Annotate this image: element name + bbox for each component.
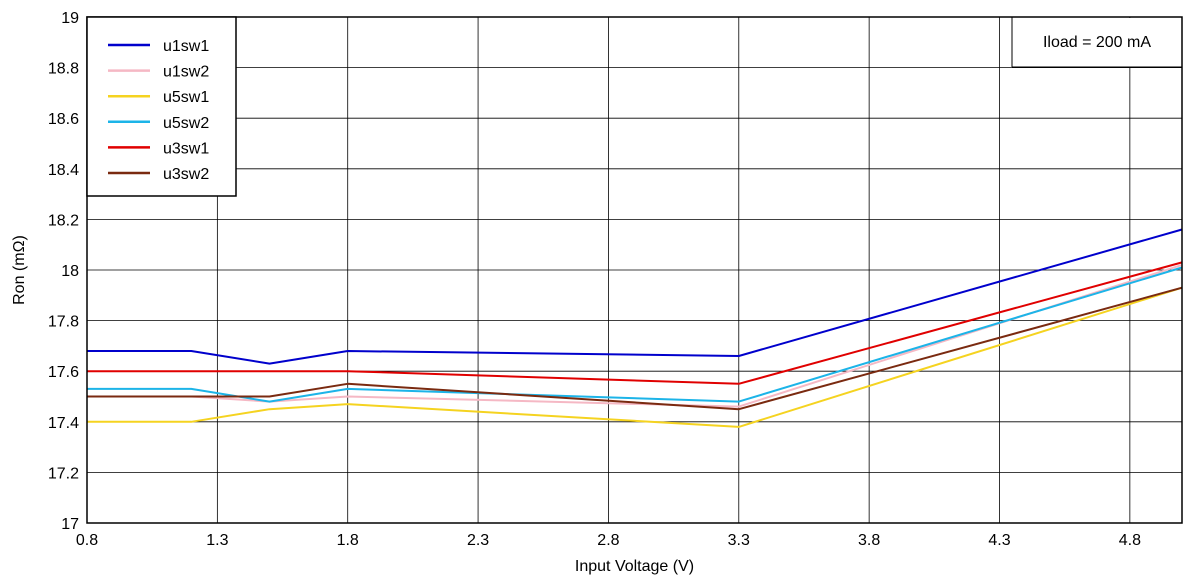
grid (86, 16, 1182, 524)
legend-label-u3sw2: u3sw2 (163, 166, 209, 183)
series-line-u1sw2 (87, 263, 1183, 408)
y-tick-label-8: 18.6 (48, 111, 79, 128)
y-tick-label-9: 18.8 (48, 61, 79, 78)
series-line-u1sw1 (87, 228, 1183, 365)
y-tick-label-2: 17.4 (48, 415, 79, 432)
y-tick-label-6: 18.2 (48, 212, 79, 229)
plot-border (86, 16, 1183, 524)
x-tick-label-0: 0.8 (76, 532, 98, 549)
legend-label-u1sw1: u1sw1 (163, 38, 209, 55)
legend-label-u5sw1: u5sw1 (163, 89, 209, 106)
x-tick-label-6: 3.8 (858, 532, 880, 549)
y-tick-label-5: 18 (61, 263, 79, 280)
x-tick-label-4: 2.8 (597, 532, 619, 549)
y-tick-label-4: 17.8 (48, 314, 79, 331)
y-tick-label-1: 17.2 (48, 465, 79, 482)
y-tick-label-7: 18.4 (48, 162, 79, 179)
x-tick-label-1: 1.3 (206, 532, 228, 549)
y-axis-title: Ron (mΩ) (11, 235, 28, 305)
y-tick-label-0: 17 (61, 516, 79, 533)
x-tick-label-5: 3.3 (728, 532, 750, 549)
y-tick-label-3: 17.6 (48, 364, 79, 381)
x-tick-label-2: 1.8 (337, 532, 359, 549)
legend-label-u5sw2: u5sw2 (163, 115, 209, 132)
x-tick-labels: 0.8 1.3 1.8 2.3 2.8 3.3 3.8 4.3 4.8 (76, 532, 1141, 549)
series-line-u5sw2 (87, 266, 1183, 403)
annotation-text: Iload = 200 mA (1043, 34, 1151, 51)
legend-box (86, 16, 237, 197)
x-tick-label-8: 4.8 (1119, 532, 1141, 549)
series-lines (87, 228, 1183, 428)
annotation-box: Iload = 200 mA (1011, 17, 1182, 68)
series-line-u3sw1 (87, 261, 1183, 385)
legend-label-u1sw2: u1sw2 (163, 64, 209, 81)
plot-frame (86, 16, 1183, 524)
series-line-u3sw2 (87, 286, 1183, 411)
y-tick-labels: 17 17.2 17.4 17.6 17.8 18 18.2 18.4 18.6 18.8 19 (48, 10, 79, 533)
legend: u1sw1 u1sw2 u5sw1 u5sw2 u3sw1 u3sw2 (86, 16, 237, 197)
x-tick-label-7: 4.3 (988, 532, 1010, 549)
y-tick-label-10: 19 (61, 10, 79, 27)
x-tick-label-3: 2.3 (467, 532, 489, 549)
series-line-u5sw1 (87, 286, 1183, 428)
legend-label-u3sw1: u3sw1 (163, 140, 209, 157)
x-axis-title: Input Voltage (V) (575, 558, 694, 575)
